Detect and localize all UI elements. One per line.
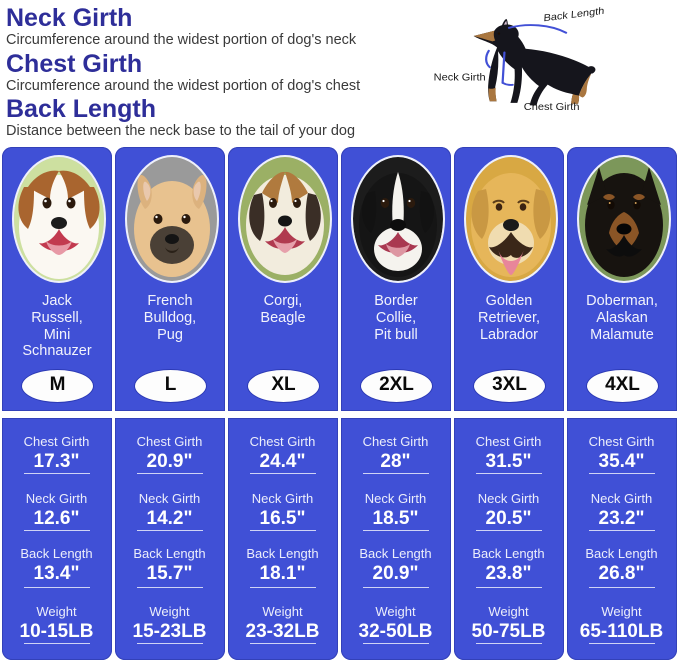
svg-text:Back Length: Back Length xyxy=(543,6,605,24)
svg-text:Chest Girth: Chest Girth xyxy=(524,102,580,112)
svg-text:Neck Girth: Neck Girth xyxy=(434,73,486,83)
